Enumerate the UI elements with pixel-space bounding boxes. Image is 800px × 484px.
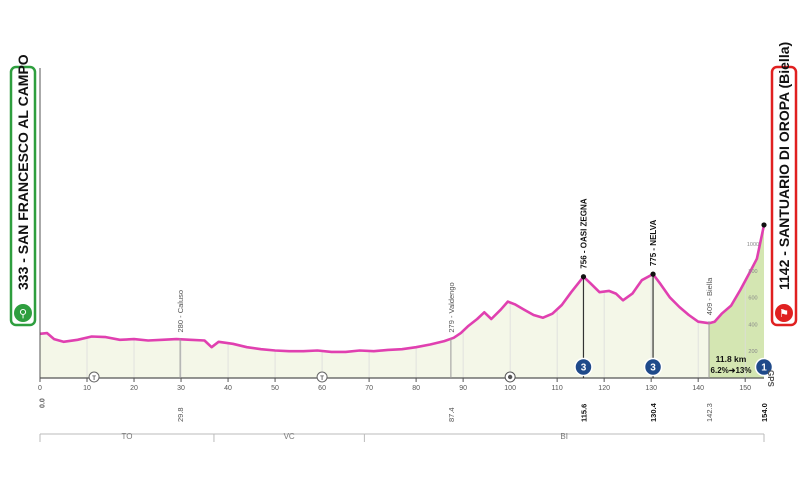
x-tick-label: 10 (83, 385, 91, 392)
sprint-symbol: T (320, 376, 324, 382)
y-tick-label: 600 (748, 296, 757, 302)
summit-dot (761, 222, 767, 228)
bike-glyph: ⚲ (19, 308, 27, 320)
checkpoint-km-label: 87.4 (447, 407, 456, 422)
elevation-profile-line (39, 224, 766, 354)
checkpoint-name: 756 - OASI ZEGNA (579, 198, 588, 268)
y-tick-label: 200 (748, 349, 757, 355)
feed-zone-icon-dot (507, 374, 513, 380)
checkpoint-km-label: 142.3 (705, 403, 714, 422)
x-tick-label: 60 (318, 385, 326, 392)
x-tick-label: 40 (224, 385, 232, 392)
x-tick-label: 120 (598, 385, 610, 392)
start-label: 333 - SAN FRANCESCO AL CAMPO (15, 54, 31, 290)
x-tick-label: 50 (271, 385, 279, 392)
finish-box-border (770, 65, 798, 327)
x-tick-label: 70 (365, 385, 373, 392)
checkpoint-name: 775 - NELVA (649, 220, 658, 267)
summit-dot (650, 271, 656, 277)
finish-label: 1142 - SANTUARIO DI OROPA (Biella) (776, 42, 792, 290)
climb-category-number: 1 (761, 363, 767, 374)
climb-category-badge (574, 357, 593, 377)
climb-category-badge (643, 357, 663, 377)
climb-category-badge (754, 357, 774, 377)
x-tick-label: 100 (504, 385, 516, 392)
x-tick-label: 140 (692, 385, 704, 392)
summit-dot (580, 274, 587, 280)
province-bar: TO VC BI (39, 432, 765, 442)
profile-line-group (39, 224, 766, 354)
checkpoint-km-label: 130.4 (649, 402, 658, 422)
bike-icon (14, 304, 32, 322)
finish-flag-icon (775, 304, 793, 322)
x-tick-label: 130 (645, 385, 657, 392)
finish-marker: 1142 - SANTUARIO DI OROPA (Biella) ⚑ (770, 42, 798, 327)
checkpoint-km-label: 115.6 (579, 404, 588, 422)
x-tick-label: 80 (412, 385, 420, 392)
gps-label: GPS (766, 370, 775, 388)
x-tick-label: 20 (130, 385, 138, 392)
checkpoint-km-label: 29.8 (176, 407, 185, 422)
x-tick-label: 90 (459, 385, 467, 392)
final-climb-length: 11.8 km (716, 354, 747, 364)
finish-box (772, 67, 796, 325)
x-tick-label: 110 (552, 385, 563, 392)
y-tick-label: 400 (748, 322, 757, 328)
checkpoint-name: 279 - Valdengo (447, 282, 456, 332)
sprint-icon (88, 371, 100, 383)
final-climb-area (708, 225, 764, 378)
y-axis-ticks: 200 400 600 800 1000 (747, 242, 759, 355)
y-tick-label: 1000 (747, 242, 759, 248)
province-label: BI (560, 432, 568, 441)
checkpoint-name: 280 - Caluso (176, 290, 185, 333)
province-label: TO (121, 432, 132, 441)
climb-category-number: 3 (581, 363, 587, 374)
start-marker: 333 - SAN FRANCESCO AL CAMPO ⚲ (9, 54, 37, 327)
x-axis: 0 10 20 30 40 50 60 70 80 90 100 110 120 130 140 150 0.0 (38, 68, 764, 408)
checkpoint-markers: 280 - Caluso 29.8 279 - Valdengo 87.4 756 - … (88, 198, 774, 422)
x-tick-label: 150 (739, 385, 751, 392)
x-tick-label: 30 (177, 385, 185, 392)
sprint-symbol: T (92, 376, 96, 382)
checkpoint-name: 409 - Biella (705, 277, 714, 315)
y-tick-label: 800 (748, 269, 757, 275)
finish-glyph: ⚑ (779, 308, 789, 320)
climb-category-number: 3 (650, 363, 656, 374)
final-climb-gradient: 6.2%➜13% (711, 366, 752, 375)
start-km-label: 0.0 (40, 398, 47, 408)
province-label: VC (284, 432, 295, 441)
checkpoint-km-label: 154.0 (760, 403, 769, 422)
start-box (11, 67, 35, 325)
sprint-icon (316, 371, 328, 383)
final-climb-info: 11.8 km 6.2%➜13% (711, 354, 752, 375)
x-tick-label: 0 (38, 385, 42, 392)
start-box-border (9, 65, 37, 327)
